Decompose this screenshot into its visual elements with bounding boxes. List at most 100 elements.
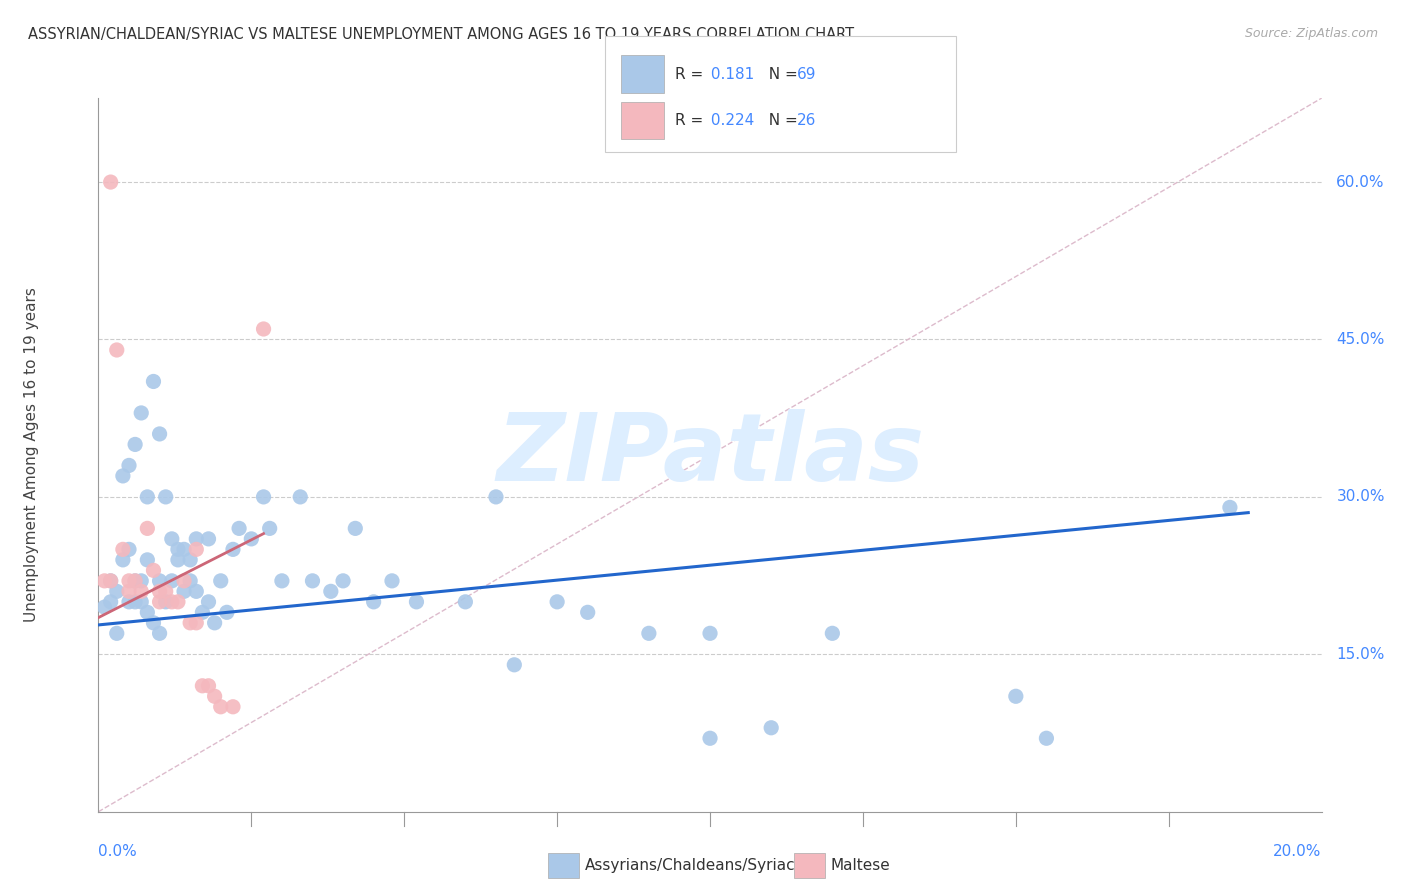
- Point: [259, 521, 281, 535]
- Point: [142, 563, 165, 577]
- Point: [186, 532, 208, 546]
- Text: N =: N =: [759, 113, 803, 128]
- Text: Unemployment Among Ages 16 to 19 years: Unemployment Among Ages 16 to 19 years: [24, 287, 38, 623]
- Point: [129, 584, 152, 599]
- Point: [252, 322, 274, 336]
- Point: [1004, 690, 1026, 704]
- Text: 0.0%: 0.0%: [98, 844, 138, 859]
- Point: [363, 595, 385, 609]
- Point: [167, 542, 190, 557]
- Point: [111, 542, 134, 557]
- Point: [215, 605, 238, 619]
- Point: [197, 532, 219, 546]
- Point: [699, 626, 721, 640]
- Point: [93, 574, 115, 588]
- Point: [136, 521, 159, 535]
- Text: 20.0%: 20.0%: [1274, 844, 1322, 859]
- Point: [699, 731, 721, 746]
- Point: [821, 626, 844, 640]
- Text: N =: N =: [759, 67, 803, 81]
- Text: 60.0%: 60.0%: [1336, 175, 1385, 190]
- Point: [142, 375, 165, 389]
- Point: [160, 574, 183, 588]
- Text: 26: 26: [797, 113, 817, 128]
- Point: [100, 175, 122, 189]
- Text: R =: R =: [675, 67, 709, 81]
- Point: [503, 657, 526, 672]
- Point: [105, 626, 128, 640]
- Text: Assyrians/Chaldeans/Syriacs: Assyrians/Chaldeans/Syriacs: [585, 858, 803, 872]
- Point: [160, 595, 183, 609]
- Point: [118, 458, 141, 473]
- Text: Source: ZipAtlas.com: Source: ZipAtlas.com: [1244, 27, 1378, 40]
- Point: [270, 574, 292, 588]
- Point: [759, 721, 782, 735]
- Point: [191, 605, 214, 619]
- Point: [173, 542, 195, 557]
- Point: [105, 584, 128, 599]
- Point: [149, 574, 172, 588]
- Point: [319, 584, 342, 599]
- Point: [204, 690, 226, 704]
- Point: [124, 595, 146, 609]
- Point: [100, 574, 122, 588]
- Point: [149, 584, 172, 599]
- Text: Maltese: Maltese: [831, 858, 890, 872]
- Point: [167, 553, 190, 567]
- Point: [209, 574, 232, 588]
- Text: 45.0%: 45.0%: [1336, 332, 1385, 347]
- Point: [118, 595, 141, 609]
- Point: [290, 490, 312, 504]
- Point: [186, 615, 208, 630]
- Point: [191, 679, 214, 693]
- Point: [485, 490, 508, 504]
- Text: R =: R =: [675, 113, 709, 128]
- Point: [546, 595, 568, 609]
- Point: [344, 521, 367, 535]
- Point: [173, 584, 195, 599]
- Point: [149, 426, 172, 441]
- Point: [118, 574, 141, 588]
- Point: [136, 605, 159, 619]
- Point: [173, 574, 195, 588]
- Point: [454, 595, 477, 609]
- Point: [381, 574, 404, 588]
- Point: [136, 490, 159, 504]
- Point: [197, 679, 219, 693]
- Point: [204, 615, 226, 630]
- Point: [129, 574, 152, 588]
- Text: 69: 69: [797, 67, 817, 81]
- Point: [155, 584, 177, 599]
- Point: [186, 584, 208, 599]
- Point: [149, 595, 172, 609]
- Point: [179, 574, 201, 588]
- Text: 15.0%: 15.0%: [1336, 647, 1385, 662]
- Text: ZIPatlas: ZIPatlas: [496, 409, 924, 501]
- Point: [105, 343, 128, 357]
- Point: [332, 574, 354, 588]
- Point: [155, 490, 177, 504]
- Point: [179, 615, 201, 630]
- Point: [160, 532, 183, 546]
- Point: [222, 699, 245, 714]
- Point: [129, 595, 152, 609]
- Point: [405, 595, 427, 609]
- Point: [142, 615, 165, 630]
- Point: [118, 584, 141, 599]
- Text: ASSYRIAN/CHALDEAN/SYRIAC VS MALTESE UNEMPLOYMENT AMONG AGES 16 TO 19 YEARS CORRE: ASSYRIAN/CHALDEAN/SYRIAC VS MALTESE UNEM…: [28, 27, 855, 42]
- Text: 0.181: 0.181: [706, 67, 754, 81]
- Point: [118, 542, 141, 557]
- Point: [124, 437, 146, 451]
- Point: [93, 600, 115, 615]
- Point: [129, 406, 152, 420]
- Point: [209, 699, 232, 714]
- Text: 0.224: 0.224: [706, 113, 754, 128]
- Point: [637, 626, 661, 640]
- Point: [155, 595, 177, 609]
- Point: [1035, 731, 1057, 746]
- Point: [149, 626, 172, 640]
- Point: [100, 574, 122, 588]
- Point: [252, 490, 274, 504]
- Point: [111, 553, 134, 567]
- Point: [240, 532, 263, 546]
